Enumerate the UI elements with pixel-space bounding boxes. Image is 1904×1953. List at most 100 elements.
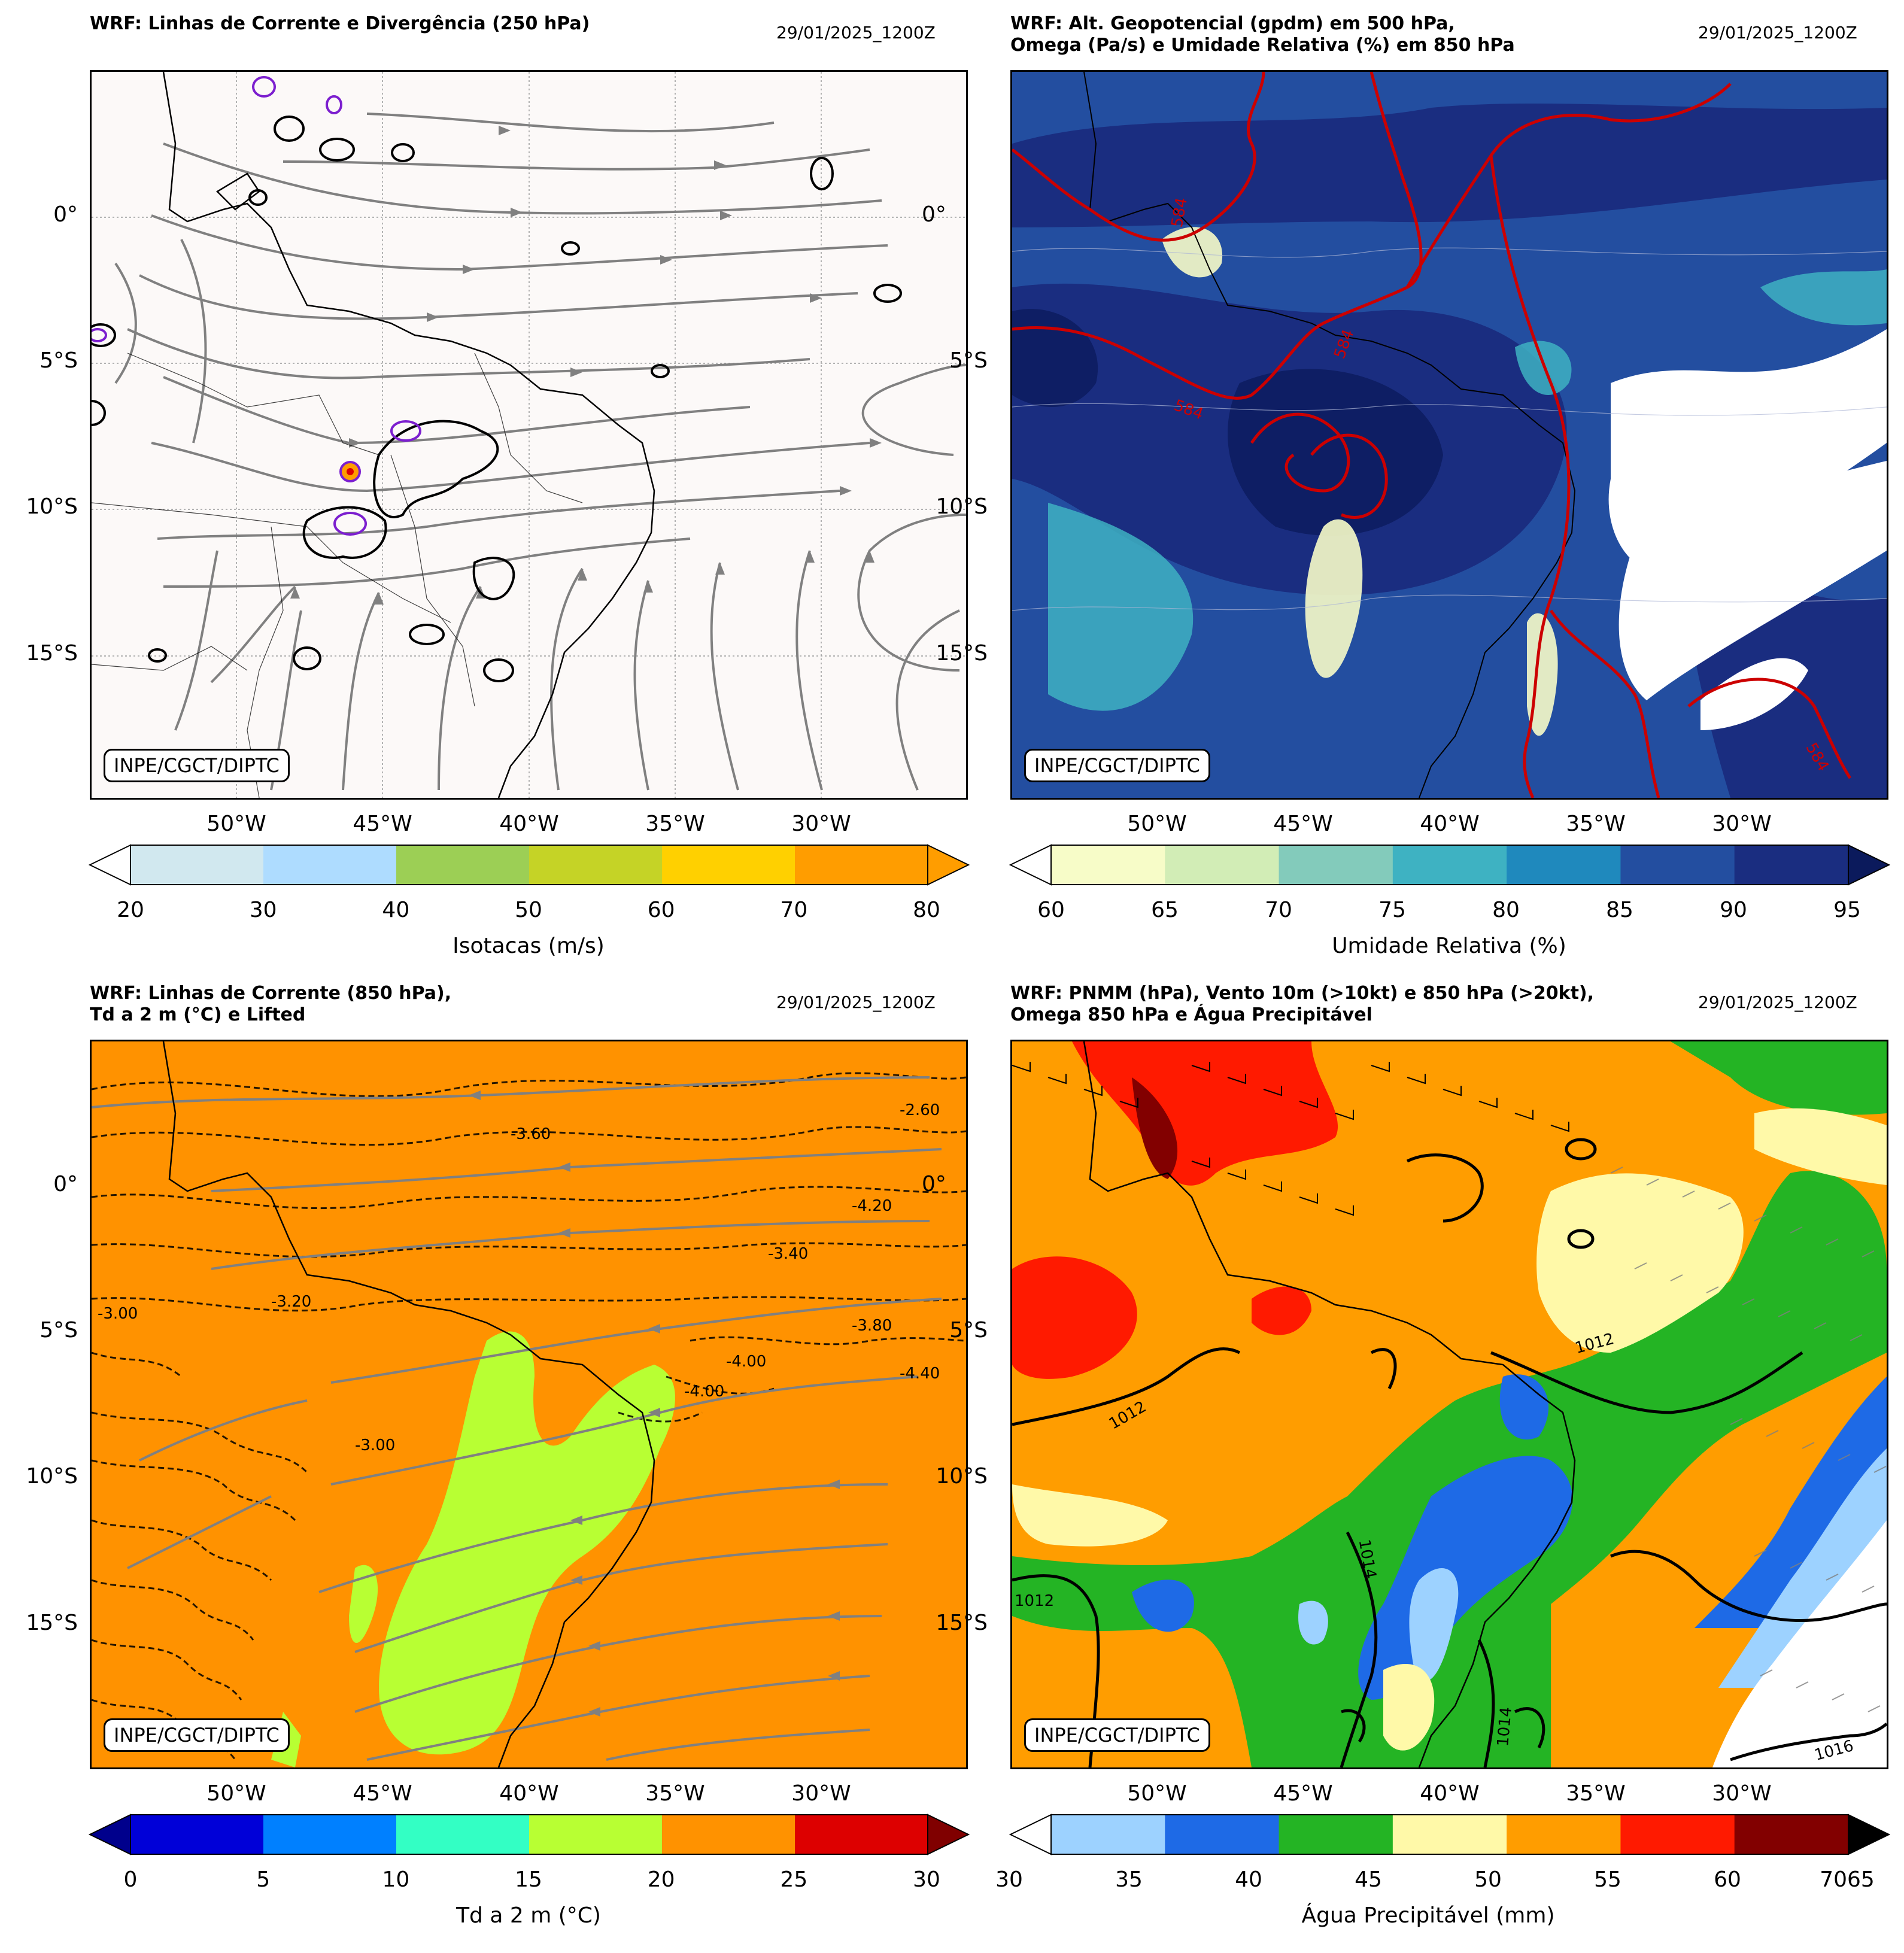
- colorbar-label: Água Precipitável (mm): [1301, 1903, 1555, 1928]
- colorbar-tick-label: 50: [1474, 1867, 1502, 1892]
- colorbar-segment: [263, 845, 397, 885]
- lat-label: 10°S: [26, 494, 78, 519]
- lon-label: 45°W: [1273, 1781, 1333, 1806]
- colorbar-tick-label: 15: [515, 1867, 542, 1892]
- colorbar-tick-label: 35: [1115, 1867, 1143, 1892]
- lat-label: 15°S: [26, 641, 78, 666]
- colorbar: [1009, 1814, 1890, 1855]
- contour-label: -3.00: [98, 1305, 138, 1323]
- lat-label: 10°S: [936, 1464, 988, 1489]
- colorbar-segment: [795, 1815, 928, 1854]
- colorbar-label: Umidade Relativa (%): [1332, 934, 1566, 958]
- panel-title: WRF: PNMM (hPa), Vento 10m (>10kt) e 850…: [1010, 983, 1595, 1025]
- colorbar-tick-label: 7065: [1820, 1867, 1875, 1892]
- credit-box: INPE/CGCT/DIPTC: [1024, 749, 1210, 782]
- colorbar-segment: [662, 1815, 795, 1854]
- colorbar-tick-label: 10: [382, 1867, 410, 1892]
- map-pnmm: 1012 1012 1012 1014 1014 1016 INPE/CGCT/…: [1010, 1040, 1888, 1769]
- lat-label: 0°: [53, 202, 78, 227]
- contour-label: -4.00: [684, 1383, 725, 1401]
- colorbar-segment: [1620, 1815, 1735, 1854]
- lon-label: 30°W: [1712, 812, 1772, 836]
- lon-label: 45°W: [353, 1781, 412, 1806]
- divergence-contours: [92, 116, 902, 682]
- colorbar-over-extension: [1848, 1814, 1890, 1855]
- panel-date: 29/01/2025_1200Z: [776, 23, 936, 42]
- contour-label: -4.40: [900, 1365, 940, 1383]
- colorbar-segment: [1392, 1815, 1507, 1854]
- lat-label: 0°: [922, 202, 946, 227]
- colorbar-tick-label: 30: [995, 1867, 1023, 1892]
- credit-box: INPE/CGCT/DIPTC: [104, 749, 290, 782]
- lon-label: 45°W: [1273, 812, 1333, 836]
- colorbar-label: Td a 2 m (°C): [456, 1903, 601, 1928]
- lon-label: 35°W: [645, 812, 705, 836]
- colorbar-frame: [130, 1814, 928, 1855]
- colorbar-under-extension: [1009, 844, 1052, 886]
- colorbar-segment: [1165, 845, 1280, 885]
- panel-title: WRF: Alt. Geopotencial (gpdm) em 500 hPa…: [1010, 13, 1515, 56]
- colorbar-tick-label: 75: [1378, 898, 1406, 922]
- panel-date: 29/01/2025_1200Z: [776, 992, 936, 1012]
- map-850hpa-td: -4.00 -3.00 -4.20 -3.80 -3.20 -2.60 -3.0…: [90, 1040, 968, 1769]
- colorbar-segment: [529, 845, 663, 885]
- colorbar-segment: [1051, 1815, 1165, 1854]
- colorbar-frame: [1050, 1814, 1849, 1855]
- lat-label: 0°: [922, 1172, 946, 1196]
- colorbar-tick-label: 0: [123, 1867, 138, 1892]
- colorbar-tick-label: 90: [1720, 898, 1747, 922]
- colorbar-segment: [1165, 1815, 1280, 1854]
- lat-label: 15°S: [936, 641, 988, 666]
- colorbar-tick-label: 80: [913, 898, 940, 922]
- streamlines: [114, 113, 966, 791]
- colorbar-tick-label: 30: [249, 898, 277, 922]
- colorbar: [89, 1814, 970, 1855]
- colorbar-tick-label: 20: [647, 1867, 675, 1892]
- colorbar-label: Isotacas (m/s): [453, 934, 605, 958]
- colorbar-segment: [130, 845, 264, 885]
- credit-box: INPE/CGCT/DIPTC: [104, 1718, 290, 1752]
- lon-label: 50°W: [1127, 1781, 1187, 1806]
- colorbar-segment: [1279, 845, 1393, 885]
- lon-label: 30°W: [791, 812, 851, 836]
- colorbar-tick-label: 5: [256, 1867, 271, 1892]
- colorbar-tick-label: 45: [1355, 1867, 1382, 1892]
- lon-label: 50°W: [207, 812, 266, 836]
- colorbar-segment: [1507, 1815, 1621, 1854]
- map-250hpa: INPE/CGCT/DIPTC: [90, 70, 968, 800]
- colorbar-segment: [1051, 845, 1165, 885]
- panel-streamlines-850: WRF: Linhas de Corrente (850 hPa), Td a …: [0, 970, 970, 1928]
- colorbar-tick-label: 60: [647, 898, 675, 922]
- lat-label: 15°S: [936, 1611, 988, 1635]
- colorbar-under-extension: [89, 1814, 131, 1855]
- colorbar-tick-label: 95: [1833, 898, 1861, 922]
- lat-label: 5°S: [949, 1318, 988, 1343]
- colorbar-over-extension: [1848, 844, 1890, 886]
- lon-label: 35°W: [645, 1781, 705, 1806]
- lon-label: 35°W: [1566, 812, 1626, 836]
- colorbar-segment: [1734, 1815, 1849, 1854]
- lon-label: 40°W: [1420, 812, 1480, 836]
- colorbar-ticks: 30 35 40 45 50 55 60 7065: [995, 1867, 1875, 1894]
- lat-label: 15°S: [26, 1611, 78, 1635]
- colorbar-segment: [396, 845, 530, 885]
- lon-label: 45°W: [353, 812, 412, 836]
- panel-date: 29/01/2025_1200Z: [1698, 23, 1857, 42]
- colorbar-segment: [529, 1815, 663, 1854]
- lon-label: 50°W: [1127, 812, 1187, 836]
- lon-label: 40°W: [1420, 1781, 1480, 1806]
- colorbar-segment: [1279, 1815, 1393, 1854]
- panel-pnmm-precipitable-water: WRF: PNMM (hPa), Vento 10m (>10kt) e 850…: [922, 970, 1890, 1928]
- colorbar-tick-label: 30: [913, 1867, 940, 1892]
- contour-label: -3.80: [852, 1317, 892, 1335]
- colorbar-ticks: 60 65 70 75 80 85 90 95: [1037, 898, 1861, 924]
- colorbar-ticks: 0 5 10 15 20 25 30: [124, 1867, 940, 1894]
- colorbar-segment: [130, 1815, 264, 1854]
- colorbar-segment: [1392, 845, 1507, 885]
- colorbar-frame: [1050, 845, 1849, 885]
- lon-label: 40°W: [499, 812, 559, 836]
- colorbar-tick-label: 50: [515, 898, 542, 922]
- lat-label: 0°: [53, 1172, 78, 1196]
- colorbar-segment: [396, 1815, 530, 1854]
- colorbar: [1009, 844, 1890, 886]
